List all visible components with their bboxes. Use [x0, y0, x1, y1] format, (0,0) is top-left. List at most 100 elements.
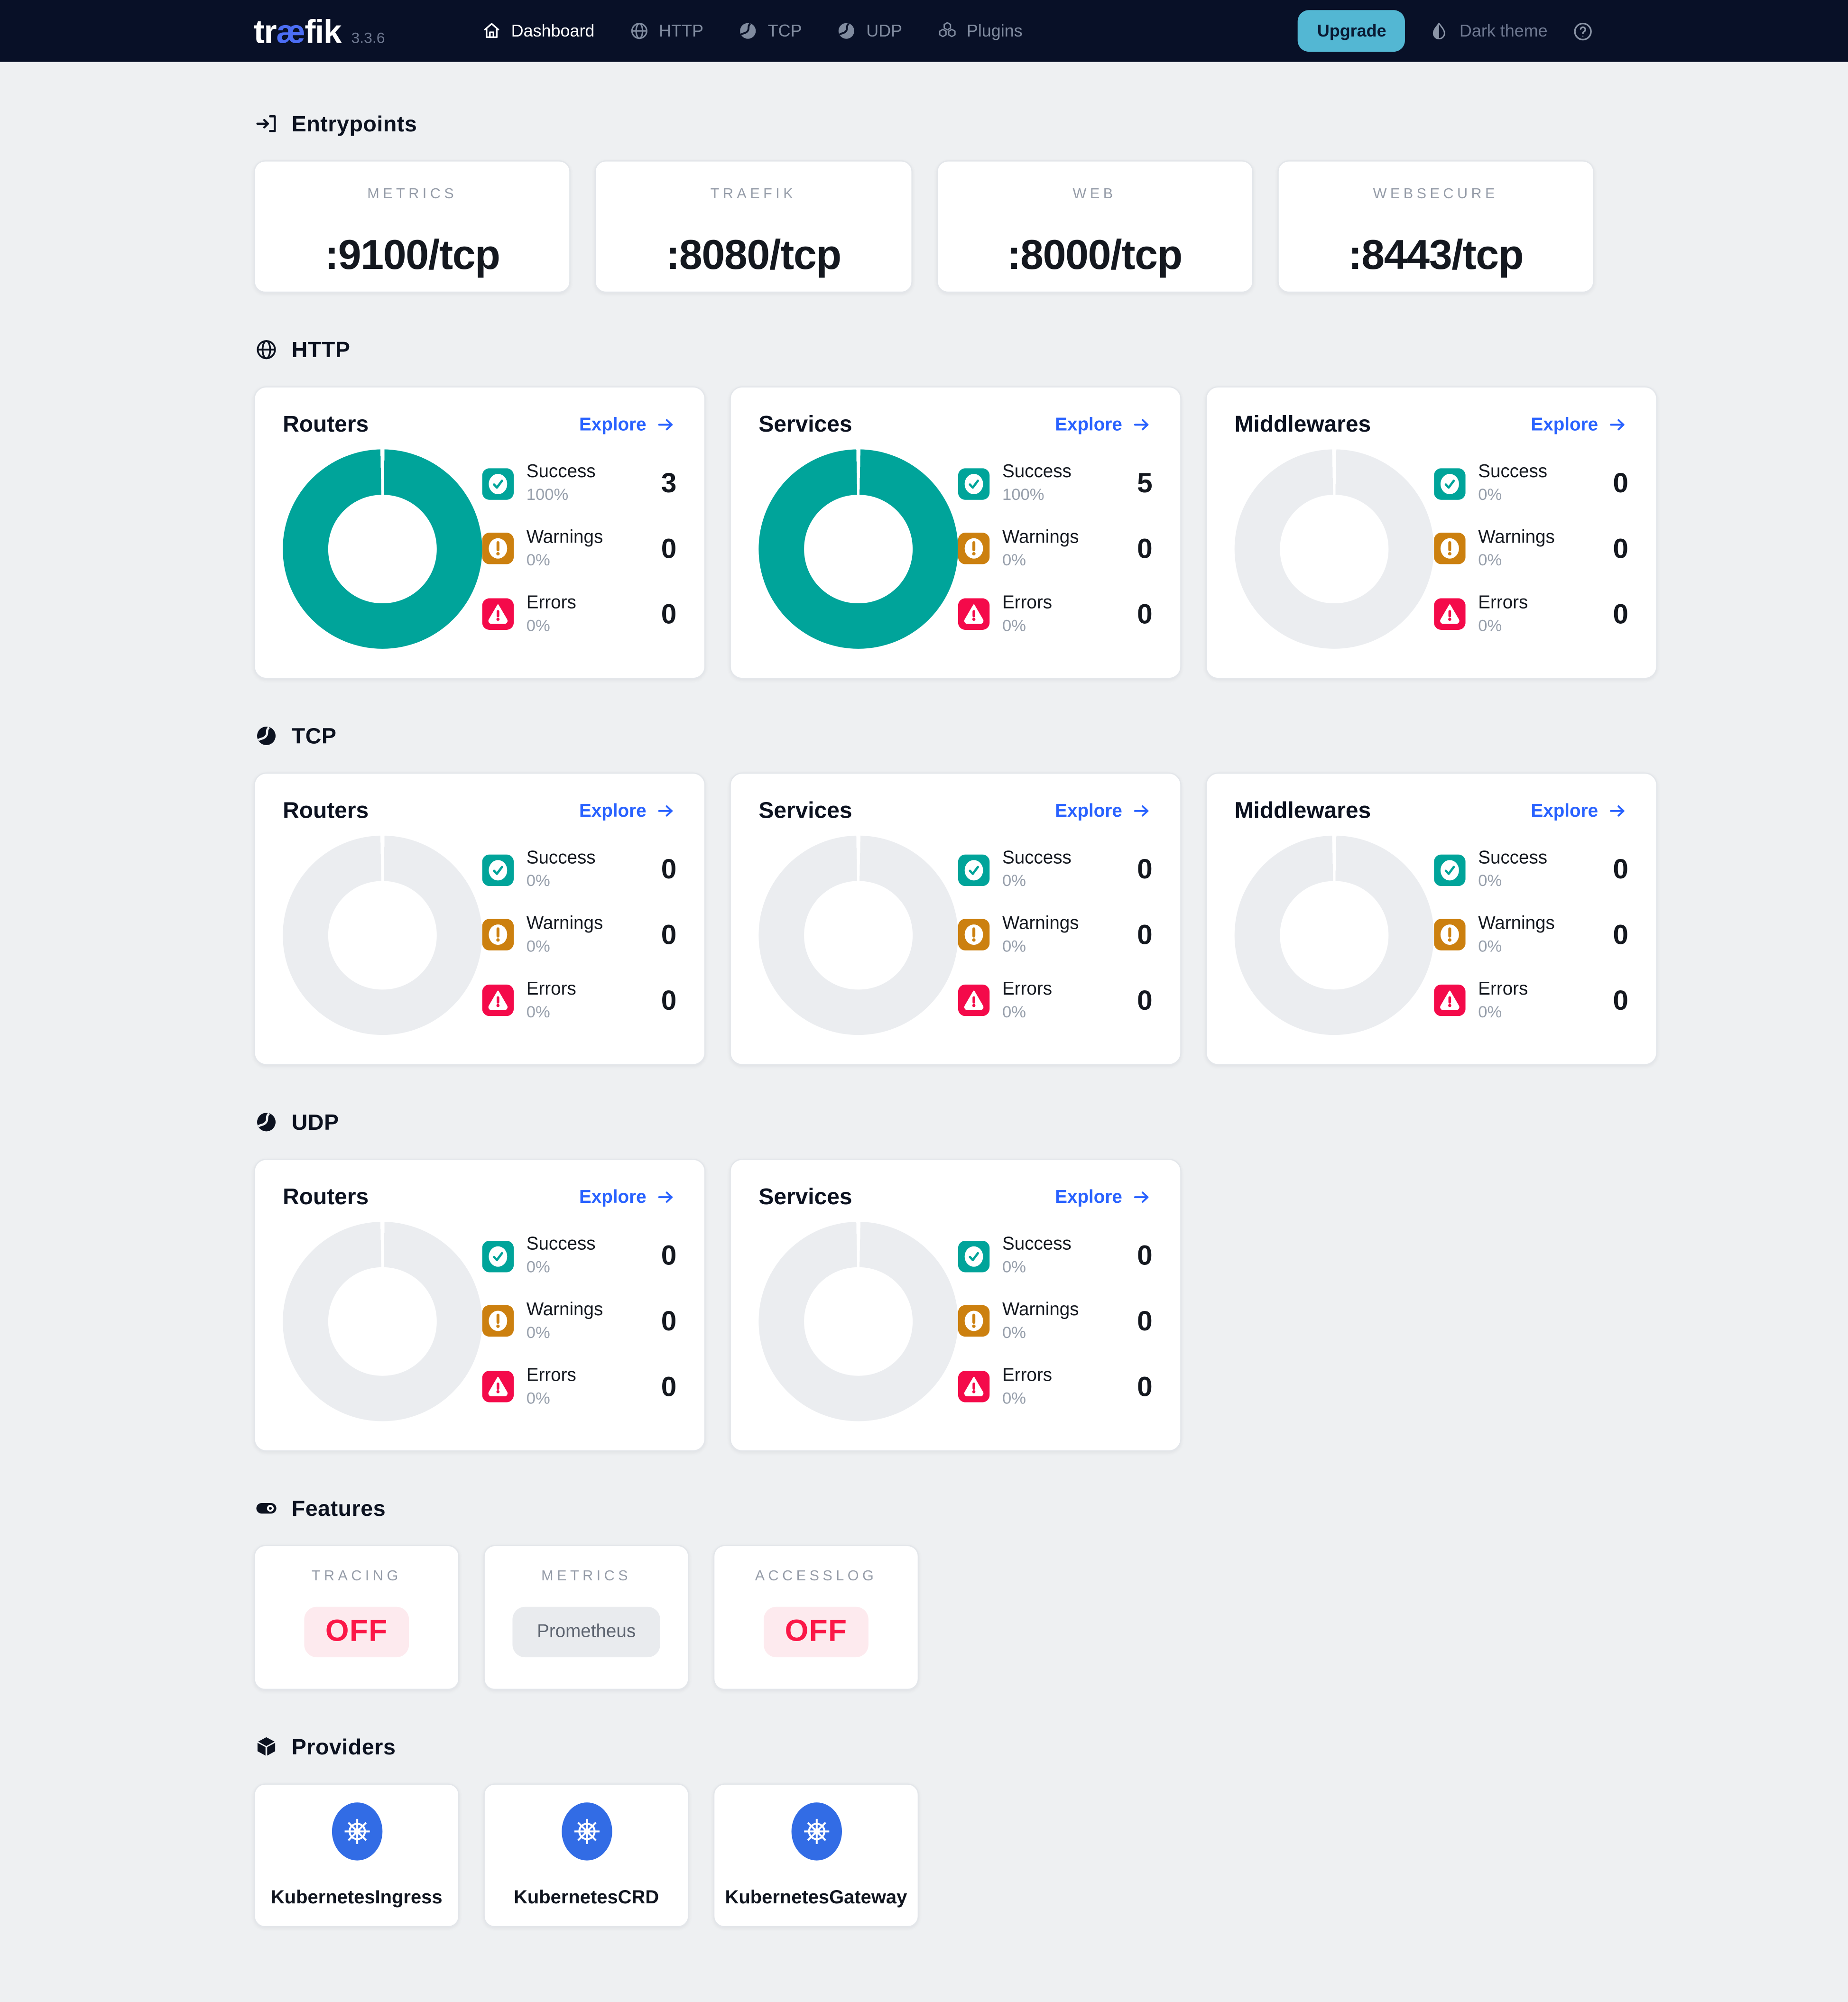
stat-row: Success 0% 0 — [1434, 847, 1628, 892]
explore-link[interactable]: Explore — [1531, 415, 1628, 436]
feature-value-badge: OFF — [763, 1606, 869, 1657]
stat-label: Warnings — [1478, 913, 1555, 934]
stat-row: Success 100% 5 — [958, 461, 1153, 506]
stat-label: Errors — [1478, 593, 1528, 613]
stat-percent: 100% — [1002, 485, 1044, 504]
stat-count: 0 — [1137, 1239, 1153, 1272]
stat-row: Errors 0% 0 — [482, 591, 676, 637]
stat-row: Success 0% 0 — [482, 847, 677, 892]
explore-arrow-icon — [655, 1187, 676, 1209]
stat-row: Success 0% 0 — [958, 847, 1153, 892]
stat-label: Errors — [526, 1365, 576, 1386]
navbar-right: Upgrade Dark theme — [1298, 10, 1594, 52]
error-icon — [958, 598, 990, 630]
explore-link[interactable]: Explore — [1055, 801, 1152, 822]
stat-count: 0 — [661, 1239, 677, 1272]
stat-count: 0 — [1613, 598, 1628, 629]
proto-card-body: Success 0% 0 Warnings 0% 0 Errors 0% 0 — [283, 1218, 676, 1425]
nav-item-udp[interactable]: UDP — [836, 20, 902, 42]
pipe-icon — [254, 723, 279, 748]
plugins-icon — [936, 20, 958, 42]
donut-chart — [283, 449, 482, 649]
section-header: HTTP — [254, 336, 1594, 364]
upgrade-button[interactable]: Upgrade — [1298, 10, 1405, 52]
stat-count: 0 — [661, 1305, 677, 1337]
globe-icon — [254, 337, 279, 362]
proto-card-header: Routers Explore — [283, 1184, 676, 1210]
stat-label: Errors — [1002, 979, 1053, 1000]
success-icon — [1434, 854, 1466, 886]
stat-row: Warnings 0% 0 — [958, 913, 1153, 958]
warning-icon — [958, 533, 990, 565]
stat-label: Warnings — [1002, 1300, 1079, 1320]
help-circle-icon[interactable] — [1571, 19, 1594, 42]
stat-row: Warnings 0% 0 — [482, 1299, 677, 1344]
card-title: Services — [758, 797, 852, 823]
donut-chart — [283, 1221, 482, 1421]
stat-label: Errors — [1002, 593, 1053, 613]
entrypoint-card: TRAEFIK :8080/tcp — [595, 160, 912, 293]
nav-item-plugins[interactable]: Plugins — [936, 20, 1023, 42]
logo-text: træfik — [253, 12, 342, 50]
stat-percent: 0% — [526, 1388, 550, 1407]
proto-card: Middlewares Explore Success 0% 0 Warning… — [1205, 772, 1658, 1066]
explore-link[interactable]: Explore — [579, 415, 676, 436]
explore-link[interactable]: Explore — [579, 1187, 676, 1209]
feature-card: ACCESSLOG OFF — [713, 1545, 919, 1690]
stat-count: 0 — [1613, 919, 1628, 950]
proto-card: Routers Explore Success 0% 0 Warnings 0%… — [253, 772, 706, 1066]
nav-item-http[interactable]: HTTP — [628, 20, 703, 42]
section-cards: Routers Explore Success 0% 0 Warnings 0%… — [253, 772, 1658, 1066]
proto-card: Services Explore Success 0% 0 Warnings 0… — [730, 1158, 1182, 1452]
stat-row: Warnings 0% 0 — [482, 913, 676, 958]
error-icon — [1434, 598, 1466, 630]
entrypoint-port-value: :8000/tcp — [1007, 230, 1183, 277]
stat-count: 0 — [661, 853, 677, 885]
stat-percent: 100% — [526, 485, 569, 504]
warning-icon — [1434, 533, 1466, 565]
warning-icon — [958, 919, 990, 951]
section-title: HTTP — [291, 336, 351, 362]
section-header: Providers — [254, 1733, 1594, 1761]
nav-item-dashboard[interactable]: Dashboard — [481, 20, 594, 42]
explore-link[interactable]: Explore — [1055, 1187, 1152, 1209]
explore-link[interactable]: Explore — [579, 801, 676, 822]
proto-card-body: Success 0% 0 Warnings 0% 0 Errors 0% 0 — [1234, 831, 1628, 1039]
theme-toggle[interactable]: Dark theme — [1429, 21, 1548, 41]
traefik-logo[interactable]: træfik 3.3.6 — [254, 15, 385, 47]
toggle-icon — [254, 1496, 279, 1521]
stat-percent: 0% — [526, 871, 550, 890]
explore-link[interactable]: Explore — [1531, 801, 1628, 822]
proto-card-body: Success 0% 0 Warnings 0% 0 Errors 0% 0 — [758, 831, 1153, 1039]
warning-icon — [1434, 919, 1466, 951]
success-icon — [482, 468, 514, 499]
proto-card-body: Success 100% 5 Warnings 0% 0 Errors 0% 0 — [758, 445, 1153, 653]
stat-row: Success 0% 0 — [1434, 461, 1628, 506]
globe-icon — [628, 20, 650, 42]
stat-percent: 0% — [1478, 936, 1502, 956]
stat-row: Errors 0% 0 — [958, 978, 1153, 1023]
card-title: Middlewares — [1234, 797, 1371, 823]
donut-chart — [758, 1221, 958, 1421]
feature-value-badge: Prometheus — [513, 1606, 660, 1658]
nav-item-tcp[interactable]: TCP — [738, 20, 802, 42]
stat-label: Success — [526, 462, 596, 483]
kubernetes-icon — [561, 1802, 612, 1861]
stats-list: Success 0% 0 Warnings 0% 0 Errors 0% 0 — [482, 1234, 677, 1409]
stat-row: Warnings 0% 0 — [958, 526, 1153, 572]
feature-label: TRACING — [311, 1568, 402, 1584]
donut-chart — [758, 449, 958, 649]
stat-label: Success — [526, 849, 596, 869]
card-title: Services — [758, 411, 852, 437]
version-label: 3.3.6 — [351, 28, 385, 46]
explore-link[interactable]: Explore — [1055, 415, 1152, 436]
cube-icon — [254, 1734, 279, 1759]
success-icon — [958, 468, 990, 499]
card-title: Routers — [283, 797, 369, 823]
donut-chart — [1234, 449, 1434, 649]
feature-card: METRICS Prometheus — [483, 1545, 690, 1690]
explore-arrow-icon — [1131, 1187, 1152, 1209]
stat-count: 0 — [1613, 853, 1628, 885]
proto-card-body: Success 100% 3 Warnings 0% 0 Errors 0% 0 — [283, 445, 676, 653]
stat-percent: 0% — [1002, 936, 1026, 956]
